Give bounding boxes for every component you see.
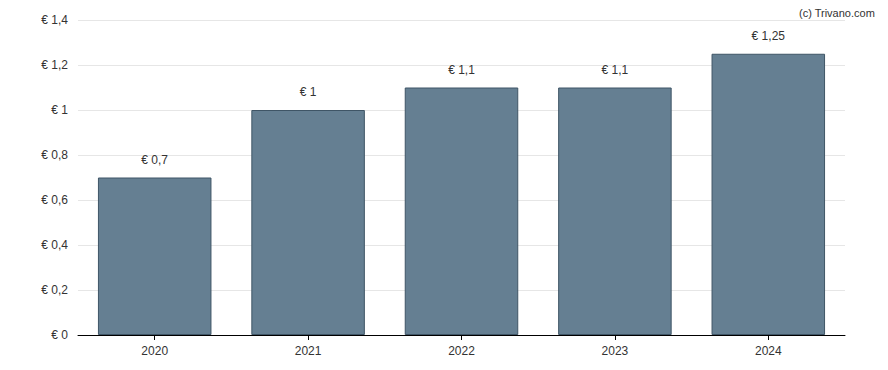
svg-text:€ 0,8: € 0,8	[41, 148, 68, 162]
svg-text:€ 1: € 1	[51, 103, 68, 117]
svg-text:€ 1,2: € 1,2	[41, 58, 68, 72]
svg-text:€ 1,25: € 1,25	[752, 29, 786, 43]
svg-text:2020: 2020	[141, 344, 168, 358]
svg-text:(c) Trivano.com: (c) Trivano.com	[799, 7, 875, 19]
svg-text:€ 1,4: € 1,4	[41, 13, 68, 27]
svg-text:€ 0,2: € 0,2	[41, 283, 68, 297]
svg-text:€ 0,7: € 0,7	[141, 153, 168, 167]
svg-text:2023: 2023	[602, 344, 629, 358]
svg-text:€ 0,6: € 0,6	[41, 193, 68, 207]
svg-text:€ 1,1: € 1,1	[448, 63, 475, 77]
svg-text:2021: 2021	[295, 344, 322, 358]
svg-text:€ 0: € 0	[51, 328, 68, 342]
svg-text:€ 1,1: € 1,1	[602, 63, 629, 77]
svg-text:€ 1: € 1	[300, 85, 317, 99]
svg-text:€ 0,4: € 0,4	[41, 238, 68, 252]
svg-text:2022: 2022	[448, 344, 475, 358]
svg-text:2024: 2024	[755, 344, 782, 358]
